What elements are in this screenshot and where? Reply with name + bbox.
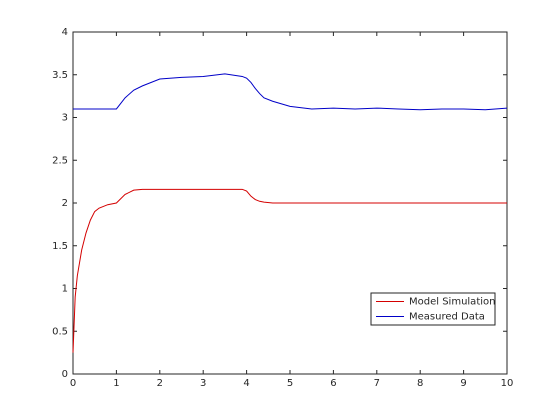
y-tick-label: 1: [62, 284, 68, 295]
y-tick-label: 2.5: [52, 155, 68, 166]
x-tick-label: 10: [501, 378, 514, 389]
legend: Model Simulation Measured Data: [370, 292, 496, 326]
x-tick-label: 0: [70, 378, 76, 389]
y-tick-label: 3.5: [52, 70, 68, 81]
x-tick-label: 2: [157, 378, 163, 389]
x-tick-label: 6: [330, 378, 336, 389]
legend-label: Model Simulation: [409, 297, 495, 308]
y-tick-label: 2: [62, 198, 68, 209]
y-tick-label: 3: [62, 113, 68, 124]
data-line: [72, 188, 507, 353]
x-tick-label: 4: [243, 378, 249, 389]
x-tick-label: 7: [374, 378, 380, 389]
x-tick-label: 5: [287, 378, 293, 389]
x-tick-label: 8: [417, 378, 423, 389]
data-line: [73, 73, 508, 111]
x-tick-label: 9: [460, 378, 466, 389]
y-tick-label: 0: [62, 369, 68, 380]
legend-label: Measured Data: [409, 312, 485, 323]
x-tick-label: 3: [200, 378, 206, 389]
y-tick-label: 0.5: [52, 326, 68, 337]
y-tick-label: 1.5: [52, 241, 68, 252]
x-tick-label: 1: [113, 378, 119, 389]
legend-box: [370, 292, 496, 326]
y-tick-label: 4: [62, 27, 68, 38]
